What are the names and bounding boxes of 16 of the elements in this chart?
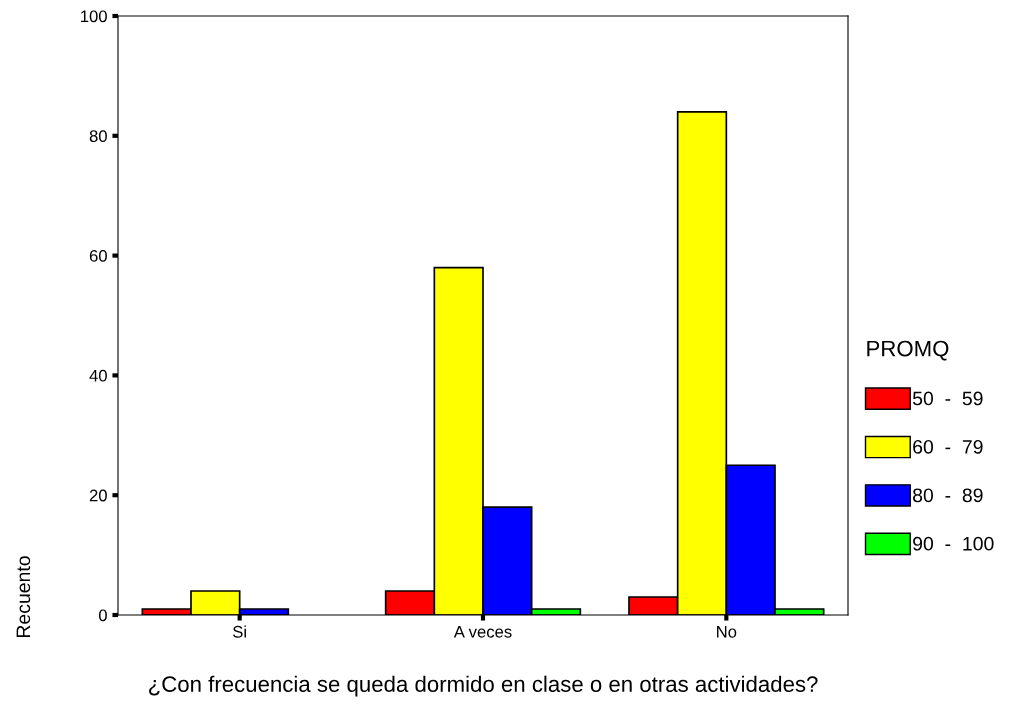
y-tick-label: 20 [89, 489, 107, 502]
y-tick-label: 60 [89, 250, 107, 262]
y-axis-title: Recuento [16, 556, 31, 638]
y-tick-label: 100 [81, 10, 107, 23]
y-tick-label: 0 [98, 609, 107, 622]
legend-label: 60 - 79 [913, 439, 983, 454]
x-axis-title: ¿Con frecuencia se queda dormido en clase o en otras actividades? [149, 675, 818, 697]
legend-label: 90 - 100 [913, 536, 994, 551]
legend-label: 50 - 59 [912, 391, 983, 406]
y-tick-label: 40 [89, 369, 107, 382]
x-tick-label: A veces [453, 626, 512, 638]
x-tick-label: No [717, 626, 737, 638]
y-tick-label: 80 [89, 130, 107, 142]
x-tick-label: Si [233, 625, 246, 638]
legend-title: PROMQ [867, 340, 949, 361]
legend-label: 80 - 89 [913, 488, 983, 503]
